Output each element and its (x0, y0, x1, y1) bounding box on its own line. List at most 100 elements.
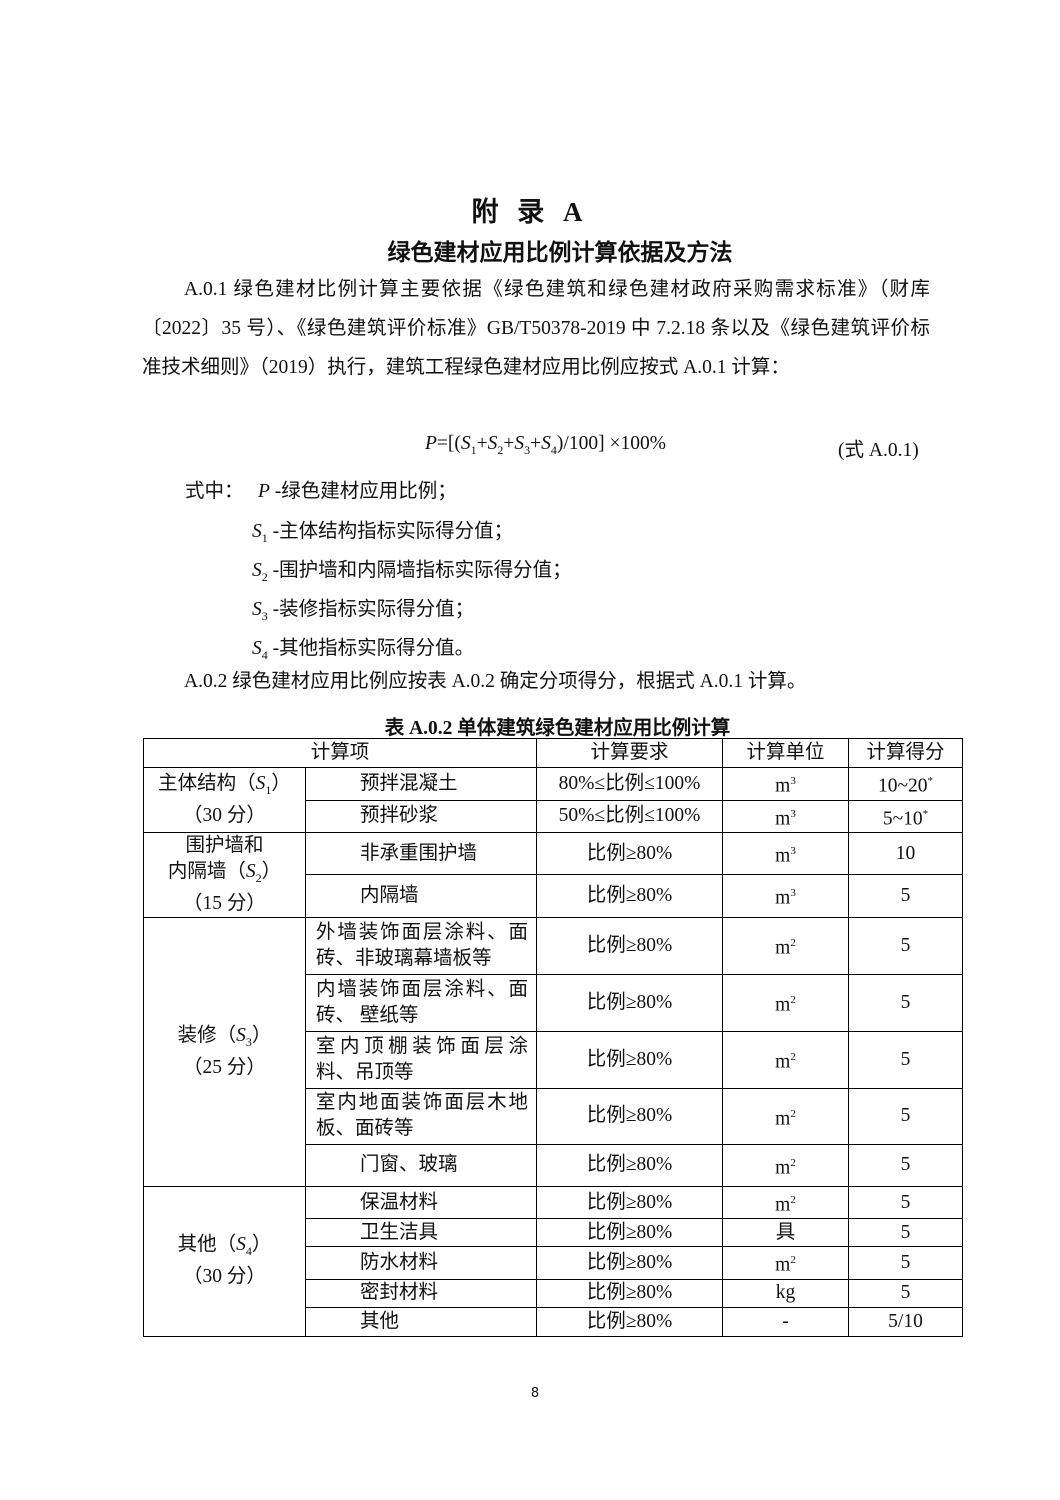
table-row: 门窗、玻璃 比例≥80% m2 5 (144, 1143, 963, 1187)
page-number: 8 (530, 1386, 540, 1401)
unit-cell: m3 (722, 767, 849, 801)
item-cell: 预拌砂浆 (305, 799, 537, 833)
item-cell: 其他 (305, 1306, 537, 1337)
table-row: 室内地面装饰面层木地板、面砖等 比例≥80% m2 5 (144, 1087, 963, 1145)
paragraph-a02: A.0.2 绿色建材应用比例应按表 A.0.2 确定分项得分，根据式 A.0.1… (184, 671, 807, 692)
table-row: 密封材料 比例≥80% kg 5 (144, 1278, 963, 1308)
requirement-cell: 比例≥80% (536, 1185, 723, 1220)
group-cell: 围护墙和 内隔墙（S2） （15 分） (143, 832, 306, 918)
score-cell: 5 (848, 1246, 963, 1280)
unit-cell: 具 (722, 1218, 849, 1248)
group-points: （30 分） (183, 804, 266, 826)
variable-definition: S4 -其他指标实际得分值。 (252, 638, 475, 662)
header-cell: 计算得分 (848, 738, 963, 768)
score-cell: 5 (848, 1087, 963, 1145)
item-cell: 非承重围护墙 (305, 831, 537, 876)
table-row: 内墙装饰面层涂料、面砖、 壁纸等 比例≥80% m2 5 (144, 973, 963, 1032)
table-row: 防水材料 比例≥80% m2 5 (144, 1246, 963, 1280)
requirement-cell: 比例≥80% (536, 1143, 723, 1187)
variable-definition: S2 -围护墙和内隔墙指标实际得分值； (252, 560, 572, 584)
unit-cell: m3 (722, 831, 849, 876)
table-header-row: 计算项 计算要求 计算单位 计算得分 (143, 738, 963, 768)
item-cell: 防水材料 (305, 1246, 537, 1280)
header-cell: 计算单位 (722, 738, 849, 768)
score-cell: 5 (848, 1218, 963, 1248)
appendix-title: 附 录 A (471, 197, 589, 227)
item-cell: 内隔墙 (305, 874, 537, 918)
group-name: 装修（S3） (177, 1024, 272, 1049)
score-table: 计算项 计算要求 计算单位 计算得分主体结构（S1） （30 分） 预拌混凝土 80%≤比例… (143, 738, 963, 1337)
score-cell: 5 (848, 1278, 963, 1308)
unit-cell: m2 (722, 973, 849, 1032)
table-row: 内隔墙 比例≥80% m3 5 (144, 874, 963, 918)
group-cell: 其他（S4） （30 分） (143, 1185, 306, 1337)
table-row: 卫生洁具 比例≥80% 具 5 (144, 1218, 963, 1248)
item-cell: 室内顶棚装饰面层涂料、吊顶等 (305, 1030, 537, 1089)
item-cell: 预拌混凝土 (305, 767, 537, 801)
unit-cell: m2 (722, 1030, 849, 1089)
variable-definition: P -绿色建材应用比例； (258, 481, 457, 502)
score-cell: 5 (848, 1143, 963, 1187)
score-cell: 5 (848, 874, 963, 918)
item-cell: 外墙装饰面层涂料、面砖、非玻璃幕墙板等 (305, 916, 537, 975)
item-cell: 保温材料 (305, 1185, 537, 1220)
score-cell: 5/10 (848, 1306, 963, 1337)
unit-cell: m3 (722, 874, 849, 918)
requirement-cell: 比例≥80% (536, 973, 723, 1032)
table-row: 室内顶棚装饰面层涂料、吊顶等 比例≥80% m2 5 (144, 1030, 963, 1089)
group-name: 围护墙和 内隔墙（S2） (167, 835, 282, 885)
unit-cell: m2 (722, 1087, 849, 1145)
unit-cell: m3 (722, 799, 849, 833)
requirement-cell: 比例≥80% (536, 1306, 723, 1337)
table-row: 围护墙和 内隔墙（S2） （15 分） 非承重围护墙 比例≥80% m3 10 (143, 831, 963, 918)
score-cell: 5~10* (848, 799, 963, 833)
header-cell: 计算项 (143, 738, 537, 768)
group-points: （30 分） (183, 1266, 266, 1288)
group-cell: 主体结构（S1） （30 分） (143, 767, 306, 833)
table-caption: 表 A.0.2 单体建筑绿色建材应用比例计算 (384, 718, 731, 739)
score-cell: 5 (848, 973, 963, 1032)
formula: P=[(S1+S2+S3+S4)/100] ×100% (425, 433, 666, 457)
requirement-cell: 比例≥80% (536, 1030, 723, 1089)
unit-cell: m2 (722, 1143, 849, 1187)
score-cell: 10 (848, 831, 963, 876)
requirement-cell: 比例≥80% (536, 916, 723, 975)
item-cell: 密封材料 (305, 1278, 537, 1308)
table-row: 主体结构（S1） （30 分） 预拌混凝土 80%≤比例≤100% m3 10~20* (143, 767, 963, 833)
requirement-cell: 比例≥80% (536, 1218, 723, 1248)
item-cell: 卫生洁具 (305, 1218, 537, 1248)
where-label: 式中： (185, 481, 244, 502)
requirement-cell: 比例≥80% (536, 1278, 723, 1308)
group-points: （15 分） (183, 892, 266, 914)
item-cell: 门窗、玻璃 (305, 1143, 537, 1187)
unit-cell: kg (722, 1278, 849, 1308)
score-cell: 10~20* (848, 767, 963, 801)
group-name: 主体结构（S1） (158, 773, 291, 797)
table-row: 预拌砂浆 50%≤比例≤100% m3 5~10* (144, 799, 963, 833)
requirement-cell: 比例≥80% (536, 1087, 723, 1145)
unit-cell: m2 (722, 1185, 849, 1220)
group-cell: 装修（S3） （25 分） (143, 916, 306, 1187)
header-cell: 计算要求 (536, 738, 723, 768)
variable-definition: S3 -装修指标实际得分值； (252, 599, 475, 623)
score-cell: 5 (848, 1030, 963, 1089)
requirement-cell: 80%≤比例≤100% (536, 767, 723, 801)
table-row: 装修（S3） （25 分） 外墙装饰面层涂料、面砖、非玻璃幕墙板等 比例≥80% m2 5 (143, 916, 963, 1187)
requirement-cell: 比例≥80% (536, 1246, 723, 1280)
group-points: （25 分） (183, 1056, 266, 1078)
paragraph-a01: A.0.1 绿色建材比例计算主要依据《绿色建筑和绿色建材政府采购需求标准》（财库… (142, 279, 930, 378)
variable-definition: S1 -主体结构指标实际得分值； (252, 521, 514, 545)
requirement-cell: 比例≥80% (536, 874, 723, 918)
unit-cell: m2 (722, 916, 849, 975)
requirement-cell: 50%≤比例≤100% (536, 799, 723, 833)
item-cell: 内墙装饰面层涂料、面砖、 壁纸等 (305, 973, 537, 1032)
section-subtitle: 绿色建材应用比例计算依据及方法 (387, 240, 733, 265)
score-cell: 5 (848, 1185, 963, 1220)
formula-number: (式 A.0.1) (838, 440, 919, 461)
group-name: 其他（S4） (177, 1234, 272, 1259)
table-row: 其他（S4） （30 分） 保温材料 比例≥80% m2 5 (143, 1185, 963, 1337)
score-cell: 5 (848, 916, 963, 975)
requirement-cell: 比例≥80% (536, 831, 723, 876)
unit-cell: - (722, 1306, 849, 1337)
table-row: 其他 比例≥80% -5/10 (144, 1306, 963, 1337)
